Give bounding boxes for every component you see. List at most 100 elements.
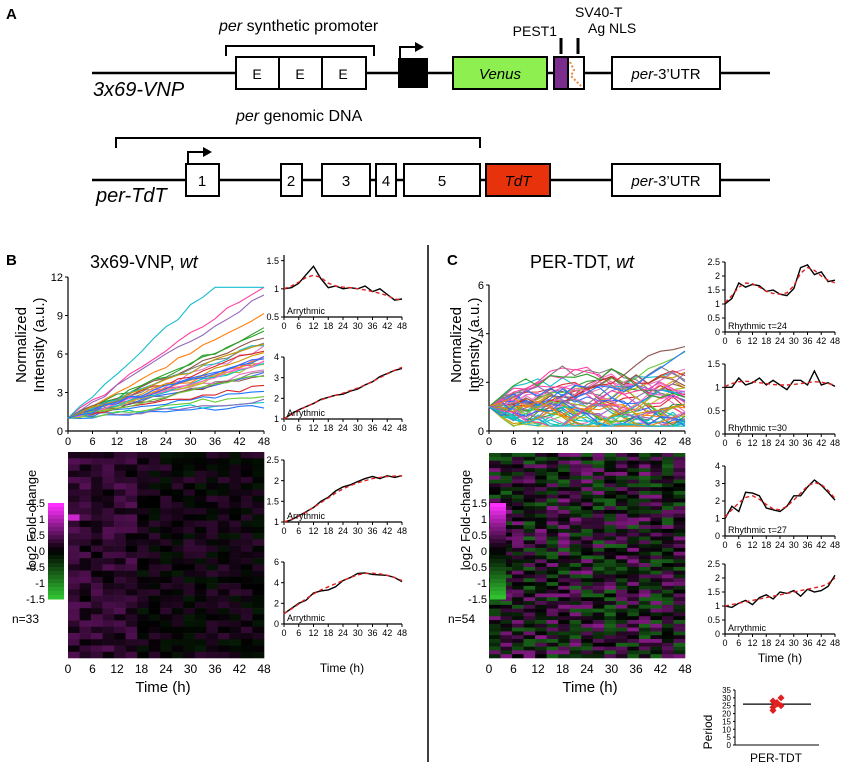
promoter-label: per synthetic promoter [218,18,379,35]
heatmap-cell [592,589,605,594]
exon-1 [185,163,220,197]
heatmap-cell [650,650,663,655]
heatmap-cell [615,490,628,496]
x-tick-label: 18 [323,526,333,536]
heatmap-cell [217,564,230,571]
heatmap-cell [523,559,536,564]
trace-line [67,286,265,419]
heatmap-cell [569,517,582,522]
heatmap-cell [581,574,594,579]
heatmap-cell [240,452,253,459]
heatmap-cell [206,595,219,603]
heatmap-cell [592,620,605,625]
heatmap-cell [592,563,605,568]
heatmap-cell [252,489,265,496]
heatmap-cell [240,458,253,465]
heatmap-cell [523,589,536,594]
heatmap-cell [638,506,651,511]
heatmap-cell [546,528,559,534]
heatmap-cell [512,453,524,458]
heatmap-cell [604,509,617,515]
heatmap-cell [569,536,582,541]
heatmap-cell [229,620,242,628]
heatmap-cell [125,539,138,546]
heatmap-cell [171,558,184,565]
heatmap-cell [102,570,115,578]
heatmap-cell [137,620,150,628]
heatmap-cell [638,631,651,636]
heatmap-cell [581,547,594,553]
heatmap-cell [535,650,547,655]
heatmap-cell [194,595,207,603]
heatmap-cell [206,601,219,609]
heatmap-cell [206,508,219,515]
genomic-bracket [115,137,481,148]
heatmap-cell [615,544,628,549]
heatmap-cell [627,642,640,647]
heatmap-cell [512,597,524,602]
heatmap-cell [125,576,138,584]
heatmap-cell [252,470,265,478]
heatmap-cell [217,501,230,509]
heatmap-cell [581,456,594,461]
heatmap-cell [604,498,617,503]
x-tick-label: 48 [258,436,270,448]
heatmap-cell [523,509,536,515]
heatmap-cell [229,651,242,659]
scale-tick-label: 1 [481,514,487,526]
heatmap-cell [240,508,253,515]
heatmap-cell [183,452,196,459]
heatmap-cell [125,651,138,659]
fit-line [724,380,836,388]
heatmap-cell [137,452,150,459]
heatmap-cell [535,578,547,583]
x-tick-label: 42 [233,662,247,676]
heatmap-cell [546,498,559,503]
heatmap-cell [615,654,628,659]
y-tick-label: 2.5 [707,257,720,267]
heatmap-cell [650,585,663,590]
heatmap-cell [148,514,161,521]
heatmap-cell [229,470,242,478]
heatmap-cell [650,513,663,518]
heatmap-cell [592,566,605,571]
heatmap-cell [489,612,501,617]
x-tick-label: 6 [296,423,301,433]
heatmap-cell [535,528,547,534]
heatmap-cell [638,574,651,579]
heatmap-cell [183,476,196,484]
heatmap-cell [558,593,571,598]
heatmap-cell [558,525,571,530]
heatmap-cell [194,458,207,465]
heatmap-cell [627,517,640,522]
x-tick-label: 12 [531,662,545,676]
heatmap-cell [206,545,219,553]
scale-cell [490,511,506,516]
heatmap-cell [102,608,115,615]
heatmap-cell [114,564,126,571]
heatmap-cell [581,582,594,587]
heatmap-cell [240,533,253,540]
heatmap-cell [558,589,571,594]
heatmap-cell [546,468,559,473]
heatmap-cell [217,614,230,621]
y-tick-label: 1.5 [707,359,720,369]
heatmap-cell [252,620,265,628]
heatmap-cell [627,623,640,628]
heatmap-cell [500,460,513,465]
heatmap-cell [523,646,536,651]
heatmap-cell [523,506,536,511]
heatmap-cell [604,623,617,628]
heatmap-cell [604,544,617,549]
heatmap-cell [569,585,582,590]
heatmap-cell [592,639,605,644]
heatmap-cell [229,639,242,646]
heatmap-cell [102,626,115,634]
heatmap-cell [615,468,628,473]
heatmap-cell [79,464,92,472]
heatmap-cell [615,585,628,590]
heatmap-cell [183,570,196,578]
heatmap-cell [535,646,547,651]
vnp-utr-box [611,56,721,90]
